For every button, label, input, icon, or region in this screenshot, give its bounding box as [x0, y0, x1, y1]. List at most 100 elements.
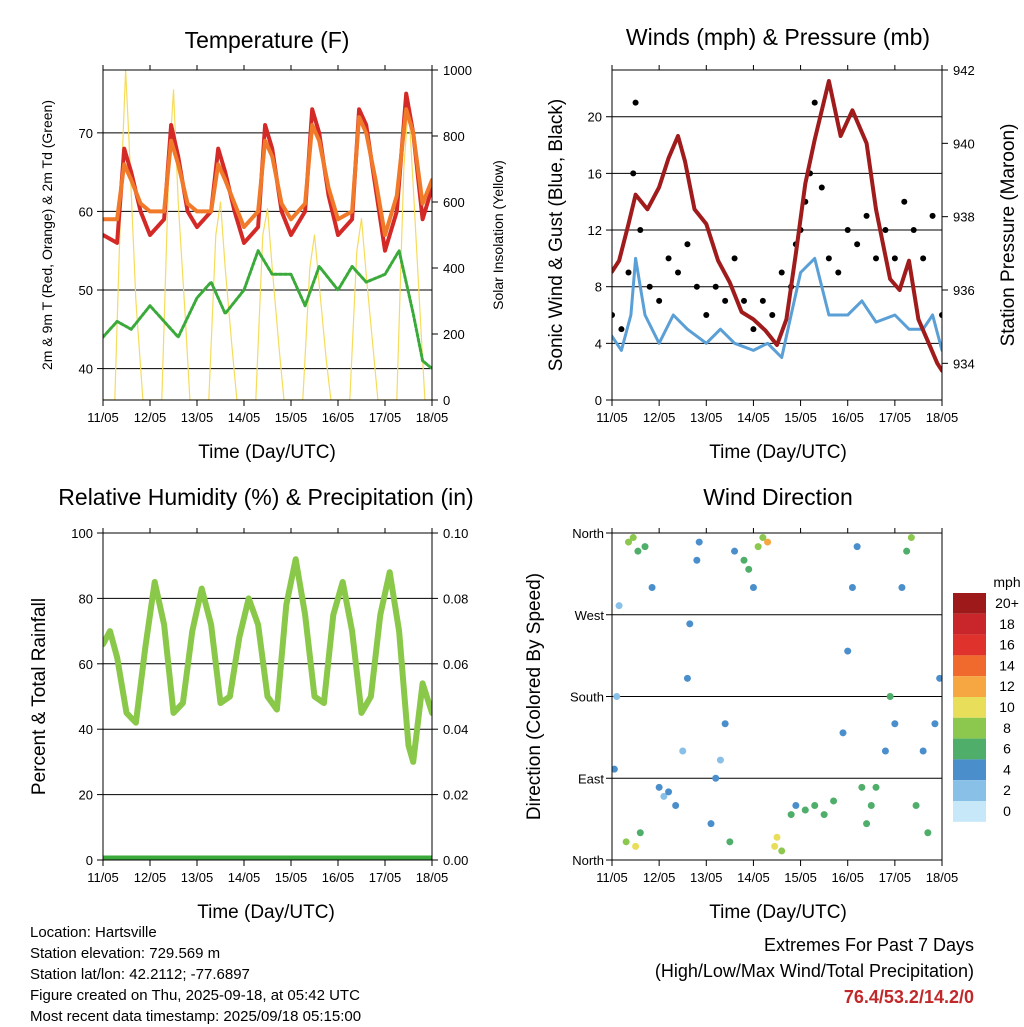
figure-created: Figure created on Thu, 2025-09-18, at 05…: [30, 987, 360, 1004]
direction-point: [881, 747, 889, 755]
direction-points: [612, 534, 942, 855]
y-tick-label: 80: [79, 591, 93, 606]
y-tick-label: 50: [79, 283, 93, 298]
extremes-title: Extremes For Past 7 Days: [763, 935, 974, 955]
gust-point: [825, 255, 832, 262]
y-right-tick-label: 0: [443, 393, 450, 408]
y-right-tick-label: 0.04: [443, 722, 468, 737]
gust-point: [929, 212, 936, 219]
colorbar-label: mph: [993, 574, 1020, 590]
gust-point: [703, 312, 710, 319]
station-location: Location: Hartsville: [30, 924, 157, 941]
gust-point: [844, 227, 851, 234]
direction-point: [839, 729, 847, 737]
direction-point: [707, 820, 715, 828]
gust-point: [637, 227, 644, 234]
y-right-tick-label: 0.08: [443, 591, 468, 606]
direction-point: [792, 802, 800, 809]
x-tick-label: 11/05: [596, 870, 628, 885]
extremes-block: Extremes For Past 7 Days (High/Low/Max W…: [655, 932, 974, 1010]
series-group: [103, 556, 432, 860]
direction-point: [891, 720, 899, 728]
direction-point: [655, 783, 663, 791]
y-right-tick-label: 0.06: [443, 657, 468, 672]
x-tick-label: 16/05: [831, 870, 864, 885]
direction-point: [778, 847, 786, 855]
gust-point: [656, 297, 663, 304]
y-tick-label: 12: [588, 223, 602, 238]
direction-point: [636, 829, 644, 837]
colorbar-level: 4: [1003, 761, 1011, 777]
direction-point: [749, 584, 757, 591]
x-tick-label: 15/05: [275, 410, 308, 425]
series-station-pressure: [612, 79, 942, 373]
colorbar-level: 6: [1003, 741, 1011, 757]
y-tick-label: 0: [86, 853, 93, 868]
chart-title: Relative Humidity (%) & Precipitation (i…: [58, 484, 473, 510]
colorbar-level: 16: [999, 637, 1015, 653]
gust-point: [882, 227, 889, 234]
y-tick-label: South: [570, 690, 604, 705]
x-tick-label: 18/05: [926, 870, 959, 885]
colorbar-swatch: [953, 780, 986, 801]
y-right-tick-label: 1000: [443, 63, 472, 78]
chart-title: Wind Direction: [703, 484, 853, 510]
x-tick-label: 15/05: [784, 410, 817, 425]
direction-point: [830, 797, 838, 805]
y-right-axis-label: Station Pressure (Maroon): [998, 124, 1019, 347]
extremes-subtitle: (High/Low/Max Wind/Total Precipitation): [654, 961, 974, 981]
x-tick-label: 11/05: [596, 410, 628, 425]
colorbar-level: 12: [999, 678, 1015, 694]
y-tick-label: 16: [588, 166, 602, 181]
gust-point: [630, 170, 637, 177]
direction-point: [924, 829, 932, 837]
y-right-tick-label: 400: [443, 261, 465, 276]
y-tick-label: 70: [79, 126, 93, 141]
x-tick-label: 12/05: [643, 410, 676, 425]
direction-point: [919, 747, 927, 755]
x-tick-label: 16/05: [322, 410, 355, 425]
direction-point: [622, 838, 630, 846]
chart-direction: Wind Direction Time (Day/UTC) North East Sou…: [524, 484, 1021, 923]
x-tick-label: 18/05: [926, 410, 959, 425]
direction-point: [787, 811, 795, 819]
colorbar-swatch: [953, 676, 986, 697]
gust-point: [693, 283, 700, 290]
gust-point: [778, 269, 785, 276]
direction-point: [726, 838, 734, 846]
direction-point: [898, 584, 906, 591]
gust-point: [835, 269, 842, 276]
chart-winds: Winds (mph) & Pressure (mb) Time (Day/UTC…: [546, 24, 1019, 463]
gust-point: [612, 312, 615, 319]
x-tick-label: 17/05: [369, 870, 402, 885]
direction-point: [641, 543, 649, 551]
direction-point: [695, 538, 703, 546]
direction-point: [811, 802, 819, 809]
y-right-tick-label: 940: [953, 136, 975, 151]
y-tick-label: 100: [71, 526, 93, 541]
y-right-axis-label: Solar Insolation (Yellow): [490, 160, 506, 310]
colorbar-swatch: [953, 738, 986, 760]
direction-point: [848, 584, 856, 591]
series-group: [612, 534, 942, 855]
gust-point: [854, 241, 861, 248]
direction-point: [740, 556, 748, 564]
y-right-tick-label: 0.10: [443, 526, 468, 541]
colorbar-swatch: [953, 634, 986, 656]
gust-point: [741, 297, 747, 304]
direction-point: [634, 547, 642, 555]
gust-point: [769, 312, 776, 319]
direction-point: [625, 538, 632, 546]
y-tick-label: East: [578, 771, 604, 786]
x-tick-label: 11/05: [87, 870, 119, 885]
x-tick-label: 14/05: [228, 410, 261, 425]
x-tick-label: 14/05: [228, 870, 261, 885]
gust-point: [731, 255, 738, 262]
gust-point: [863, 212, 870, 219]
direction-point: [771, 842, 779, 850]
series-group: [103, 70, 432, 400]
direction-point: [801, 806, 809, 814]
x-tick-label: 12/05: [134, 410, 167, 425]
gust-point: [712, 283, 719, 290]
direction-point: [629, 534, 637, 542]
